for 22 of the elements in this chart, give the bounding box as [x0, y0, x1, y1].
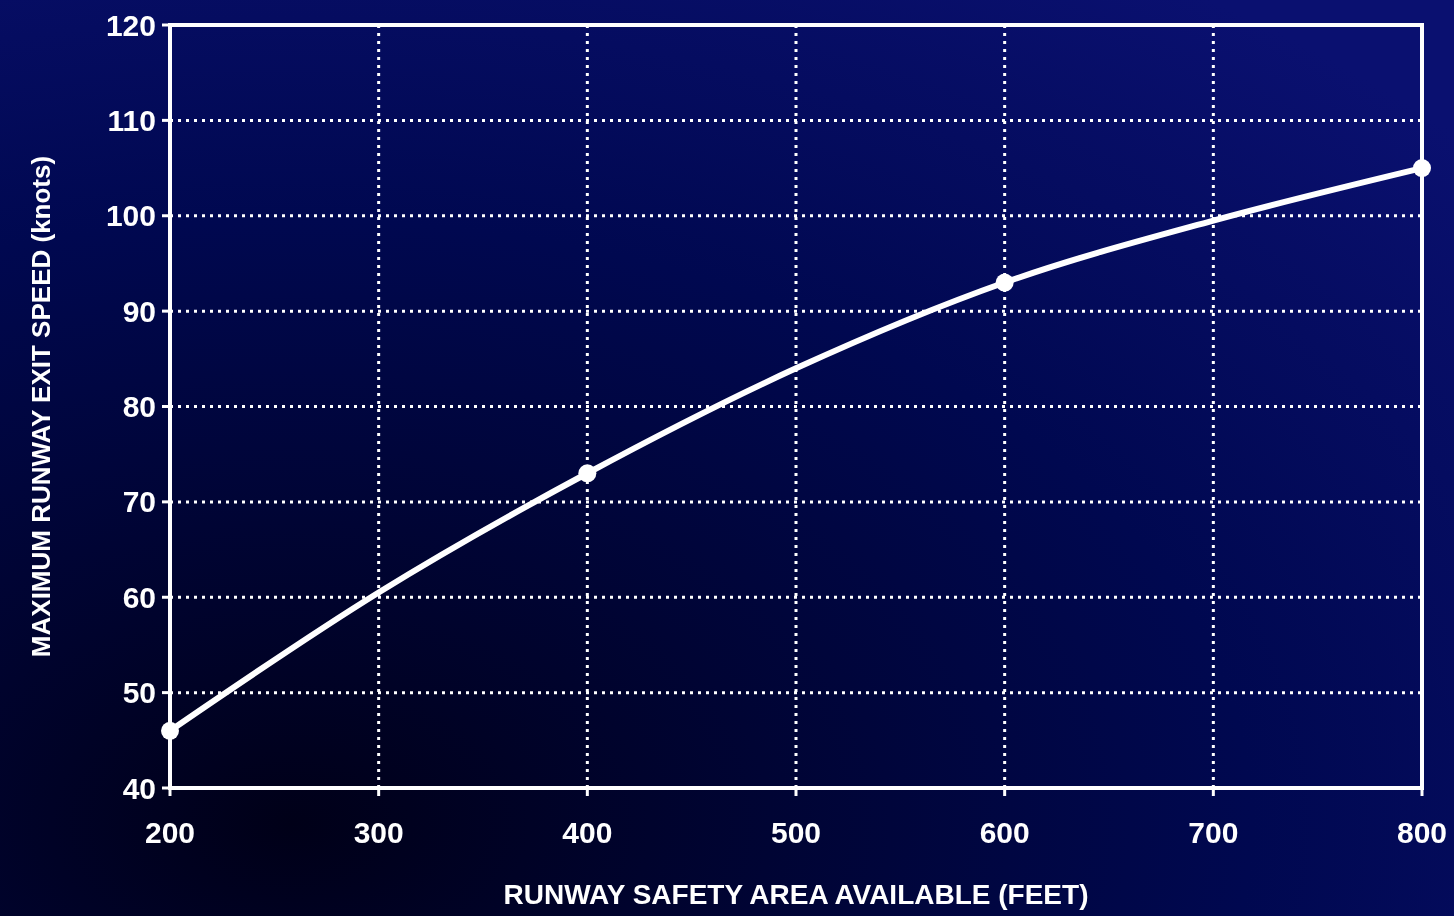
point	[578, 464, 597, 483]
y-tick-label: 120	[105, 8, 156, 42]
point	[161, 721, 179, 740]
y-tick-label: 70	[122, 485, 156, 519]
y-tick-label: 110	[107, 103, 156, 137]
y-tick-label: 100	[105, 199, 156, 233]
point	[1413, 159, 1431, 178]
x-axis-title: RUNWAY SAFETY AREA AVAILABLE (FEET)	[503, 879, 1089, 910]
x-tick-label: 500	[770, 816, 822, 849]
x-tick-label: 300	[353, 816, 404, 849]
x-tick-label: 800	[1396, 816, 1448, 849]
x-tick-label: 200	[144, 816, 196, 849]
x-tick-label: 400	[562, 816, 613, 849]
y-tick-label: 40	[122, 771, 156, 805]
x-tick-label: 700	[1188, 816, 1239, 849]
y-axis-title: MAXIMUM RUNWAY EXIT SPEED (knots)	[26, 155, 56, 658]
point	[995, 273, 1014, 292]
y-tick-label: 60	[122, 580, 156, 614]
y-tick-label: 80	[122, 390, 156, 423]
x-tick-label: 600	[979, 816, 1030, 849]
y-tick-label: 50	[122, 676, 156, 710]
y-tick-label: 90	[122, 294, 156, 328]
